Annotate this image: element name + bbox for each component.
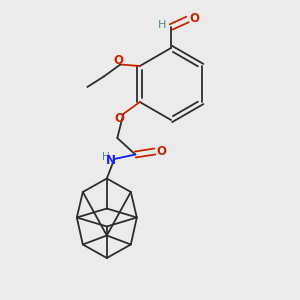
Text: N: N	[106, 154, 116, 167]
Text: O: O	[113, 54, 123, 67]
Text: H: H	[158, 20, 166, 31]
Text: O: O	[156, 145, 167, 158]
Text: O: O	[189, 11, 199, 25]
Text: H: H	[102, 152, 110, 162]
Text: O: O	[115, 112, 125, 125]
